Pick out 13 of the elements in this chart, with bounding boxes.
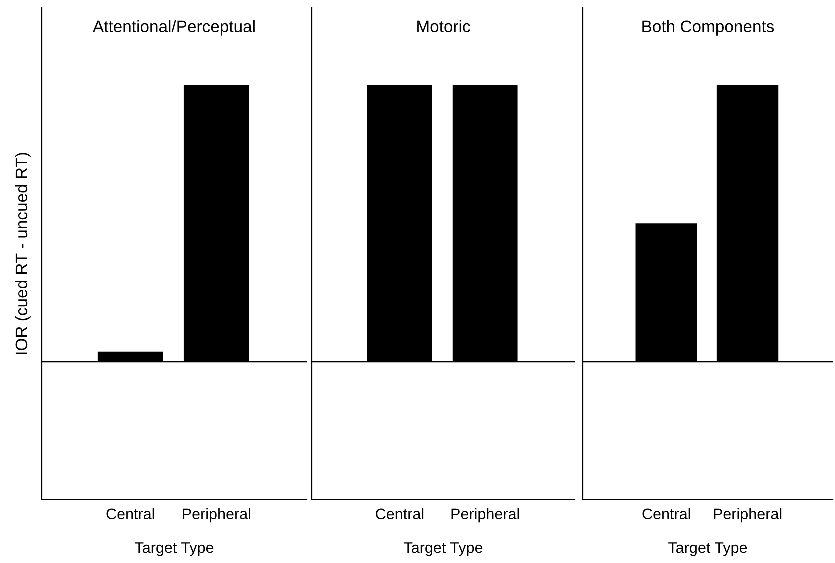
chart-title: Attentional/Perceptual	[93, 20, 255, 36]
chart-title: Motoric	[418, 20, 470, 33]
x-tick-label: Peripheral	[452, 508, 520, 523]
x-axis-title: Target Type	[404, 542, 483, 556]
x-axis-title: Target Type	[135, 542, 214, 556]
x-tick-label: Central	[376, 508, 424, 520]
x-tick-label: Peripheral	[714, 508, 782, 523]
x-tick-label: Peripheral	[183, 508, 250, 523]
x-axis-title: Target Type	[668, 542, 748, 556]
x-tick-label: Central	[106, 508, 154, 520]
x-tick-label: Central	[642, 508, 690, 520]
chart-title: Both Components	[642, 20, 774, 36]
y-axis-title: IOR (cued RT - uncued RT)	[15, 153, 31, 354]
